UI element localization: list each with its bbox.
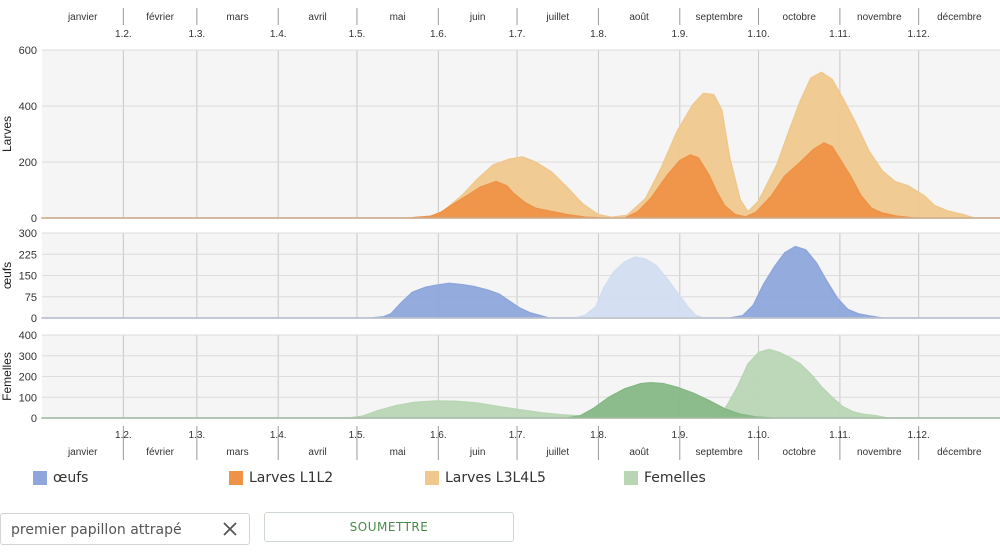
top-date-label: 1.8. — [590, 29, 607, 40]
y-tick-label: 200 — [19, 157, 37, 169]
legend-item-oeufs[interactable]: œufs — [33, 470, 88, 486]
bottom-month-label: janvier — [67, 447, 98, 458]
bottom-month-label: août — [629, 447, 649, 458]
top-date-label: 1.11. — [829, 29, 851, 40]
bottom-month-label: juin — [469, 447, 486, 458]
bottom-date-label: 1.4. — [270, 430, 287, 441]
top-date-label: 1.4. — [270, 29, 287, 40]
bottom-month-label: octobre — [783, 447, 817, 458]
y-tick-label: 300 — [19, 351, 37, 363]
top-date-label: 1.6. — [430, 29, 447, 40]
bottom-date-label: 1.8. — [590, 430, 607, 441]
y-tick-label: 400 — [19, 330, 37, 342]
bottom-month-label: mars — [226, 447, 248, 458]
bottom-month-label: juillet — [545, 447, 569, 458]
first-butterfly-input[interactable] — [9, 519, 213, 541]
series-area-1-1 — [41, 256, 1000, 319]
legend-label: Larves L1L2 — [249, 470, 334, 486]
y-tick-label: 100 — [19, 392, 37, 404]
legend-label: œufs — [53, 470, 89, 486]
legend-swatch — [229, 471, 243, 485]
top-month-label: décembre — [937, 12, 982, 23]
top-month-label: août — [629, 12, 649, 23]
legend-swatch — [425, 471, 439, 485]
top-month-label: octobre — [783, 12, 817, 23]
top-date-label: 1.2. — [115, 29, 132, 40]
top-date-label: 1.5. — [349, 29, 366, 40]
bottom-date-label: 1.2. — [115, 430, 132, 441]
top-date-label: 1.10. — [747, 29, 769, 40]
top-date-label: 1.12. — [908, 29, 930, 40]
bottom-month-label: mai — [390, 447, 406, 458]
bottom-date-label: 1.6. — [430, 430, 447, 441]
bottom-month-label: septembre — [696, 447, 744, 458]
y-tick-label: 75 — [25, 292, 37, 304]
bottom-date-label: 1.3. — [189, 430, 206, 441]
close-icon[interactable] — [221, 520, 239, 538]
bottom-date-label: 1.5. — [349, 430, 366, 441]
y-tick-label: 300 — [19, 228, 37, 240]
chart: janvier février mars avril mai juin juillet aoû… — [0, 8, 1000, 460]
legend-swatch — [33, 471, 47, 485]
top-month-label: juillet — [545, 12, 569, 23]
top-date-label: 1.3. — [189, 29, 206, 40]
top-month-label: mars — [226, 12, 248, 23]
y-axis-label: Femelles — [0, 352, 14, 401]
submit-button[interactable]: SOUMETTRE — [264, 512, 514, 542]
top-month-label: avril — [308, 12, 326, 23]
top-month-label: septembre — [696, 12, 744, 23]
top-month-label: juin — [469, 12, 486, 23]
bottom-date-label: 1.12. — [908, 430, 930, 441]
bottom-month-label: décembre — [937, 447, 982, 458]
legend-swatch — [624, 471, 638, 485]
y-tick-label: 0 — [31, 313, 37, 325]
y-tick-label: 200 — [19, 372, 37, 384]
top-date-label: 1.9. — [671, 29, 688, 40]
y-tick-label: 600 — [19, 45, 37, 57]
series-area-0-1 — [41, 142, 1000, 219]
bottom-date-label: 1.10. — [747, 430, 769, 441]
panel-1 — [41, 232, 1000, 319]
bottom-date-label: 1.7. — [509, 430, 526, 441]
y-tick-label: 0 — [31, 413, 37, 425]
top-month-label: janvier — [67, 12, 98, 23]
bottom-month-label: février — [146, 447, 174, 458]
legend-item-larves-l1l2[interactable]: Larves L1L2 — [229, 470, 333, 486]
panel-2 — [41, 334, 1000, 419]
bottom-month-label: avril — [308, 447, 326, 458]
top-month-label: février — [146, 12, 174, 23]
y-axis-label: Larves — [0, 116, 14, 152]
y-tick-label: 225 — [19, 249, 37, 261]
legend-item-larves-l3l4l5[interactable]: Larves L3L4L5 — [425, 470, 546, 486]
top-month-label: mai — [390, 12, 406, 23]
top-date-label: 1.7. — [509, 29, 526, 40]
y-axis-label: œufs — [0, 262, 14, 289]
panel-0 — [41, 49, 1000, 219]
bottom-date-label: 1.11. — [829, 430, 851, 441]
series-area-0-0 — [41, 71, 1000, 219]
top-month-label: novembre — [857, 12, 902, 23]
legend: œufs Larves L1L2 Larves L3L4L5 Femelles — [0, 470, 1000, 490]
series-area-2-0 — [41, 348, 1000, 419]
bottom-date-label: 1.9. — [671, 430, 688, 441]
legend-label: Femelles — [644, 470, 706, 486]
y-tick-label: 400 — [19, 101, 37, 113]
legend-item-femelles[interactable]: Femelles — [624, 470, 706, 486]
series-area-2-1 — [41, 381, 1000, 419]
bottom-month-label: novembre — [857, 447, 902, 458]
first-butterfly-field[interactable] — [0, 513, 250, 545]
y-tick-label: 0 — [31, 213, 37, 225]
legend-label: Larves L3L4L5 — [445, 470, 546, 486]
y-tick-label: 150 — [19, 271, 37, 283]
